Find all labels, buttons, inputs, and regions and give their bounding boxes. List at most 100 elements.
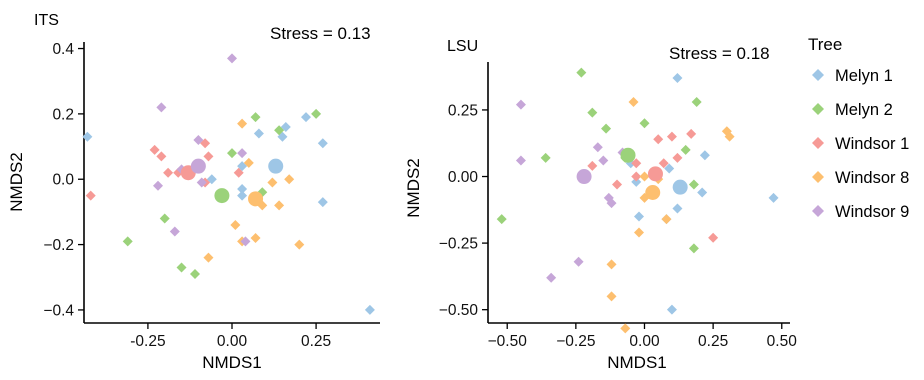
- its-point-melyn-1: [364, 304, 375, 315]
- lsu-point-melyn-2: [540, 152, 551, 163]
- its-point-melyn-2: [311, 108, 322, 119]
- its-point-windsor-8: [203, 252, 214, 263]
- lsu-point-melyn-1: [672, 72, 683, 83]
- lsu-point-melyn-2: [688, 179, 699, 190]
- legend-swatch-windsor-9: [812, 205, 824, 217]
- its-point-windsor-9: [169, 226, 180, 237]
- lsu-point-windsor-9: [606, 198, 617, 209]
- lsu-point-windsor-8: [620, 323, 631, 334]
- legend-swatch-windsor-8: [812, 171, 824, 183]
- its-point-melyn-2: [274, 125, 285, 136]
- its-point-melyn-2: [159, 213, 170, 224]
- lsu-point-windsor-8: [661, 214, 672, 225]
- lsu-point-windsor-1: [631, 171, 642, 182]
- lsu-point-windsor-8: [606, 291, 617, 302]
- its-point-melyn-1: [237, 184, 248, 195]
- lsu-points: [496, 67, 779, 334]
- its-y-tick-label: 0.4: [52, 41, 74, 58]
- its-y-tick-label: −0.2: [43, 237, 74, 254]
- its-point-windsor-1: [85, 190, 96, 201]
- lsu-panel: LSU Stress = 0.18 −0.50 −0.25 0.00 0.25 0.50…: [404, 38, 797, 372]
- lsu-stress-label: Stress = 0.18: [669, 44, 770, 63]
- lsu-point-windsor-1: [666, 131, 677, 142]
- lsu-point-melyn-2: [587, 107, 598, 118]
- its-y-tick-label: 0.2: [52, 106, 74, 123]
- its-point-windsor-9: [227, 53, 237, 64]
- lsu-panel-label: LSU: [447, 38, 478, 55]
- legend-label-windsor-9: Windsor 9: [835, 203, 909, 221]
- lsu-centroid-windsor-8: [645, 185, 661, 200]
- lsu-point-windsor-1: [672, 152, 683, 163]
- lsu-x-tick-label: −0.25: [556, 333, 595, 350]
- its-y-tick-label: −0.4: [43, 302, 74, 319]
- lsu-x-tick-label: 0.00: [629, 333, 660, 350]
- legend-label-melyn-2: Melyn 2: [835, 101, 893, 119]
- lsu-y-ticks: −0.50 −0.25 0.00 0.25: [439, 102, 488, 319]
- its-point-windsor-8: [294, 239, 305, 250]
- its-point-windsor-9: [156, 102, 167, 113]
- its-centroid-melyn-1: [268, 158, 284, 174]
- lsu-point-windsor-8: [628, 96, 639, 107]
- lsu-point-melyn-2: [639, 118, 650, 129]
- lsu-point-melyn-2: [680, 144, 691, 155]
- lsu-point-windsor-9: [546, 272, 557, 283]
- lsu-x-tick-label: 0.25: [698, 333, 728, 350]
- lsu-point-melyn-2: [576, 67, 587, 78]
- legend-label-windsor-8: Windsor 8: [835, 169, 909, 187]
- its-point-melyn-1: [237, 190, 248, 201]
- lsu-centroid-melyn-2: [620, 147, 636, 163]
- its-x-tick-label: -0.25: [130, 333, 165, 350]
- its-point-windsor-1: [203, 151, 214, 162]
- its-centroid-melyn-2: [214, 188, 230, 204]
- its-point-melyn-1: [317, 197, 328, 208]
- its-point-windsor-8: [237, 118, 248, 129]
- its-x-axis-title: NMDS1: [202, 353, 262, 372]
- lsu-point-windsor-9: [598, 155, 609, 166]
- lsu-point-windsor-1: [686, 128, 697, 139]
- lsu-point-melyn-1: [664, 163, 675, 174]
- its-point-melyn-1: [301, 112, 311, 123]
- its-x-ticks: -0.25 0.00 0.25: [130, 323, 331, 350]
- legend-label-windsor-1: Windsor 1: [835, 135, 909, 153]
- lsu-point-windsor-1: [653, 134, 664, 145]
- lsu-point-melyn-1: [672, 203, 683, 214]
- its-point-windsor-9: [240, 236, 251, 247]
- lsu-x-tick-label: −0.50: [488, 333, 528, 350]
- lsu-point-melyn-2: [496, 214, 507, 225]
- lsu-point-windsor-9: [515, 99, 526, 110]
- its-point-melyn-2: [122, 236, 133, 247]
- its-centroid-windsor-9: [190, 158, 206, 174]
- lsu-point-windsor-1: [612, 179, 623, 190]
- legend-items: Melyn 1 Melyn 2 Windsor 1 Windsor 8 Windsor …: [812, 67, 909, 221]
- lsu-centroid-windsor-9: [576, 169, 592, 185]
- lsu-point-windsor-1: [587, 160, 598, 171]
- lsu-point-windsor-9: [592, 142, 603, 153]
- lsu-y-tick-label: 0.25: [448, 102, 478, 119]
- its-point-melyn-1: [317, 138, 328, 149]
- lsu-point-windsor-1: [631, 158, 642, 169]
- lsu-y-tick-label: 0.00: [448, 169, 479, 186]
- lsu-x-ticks: −0.50 −0.25 0.00 0.25 0.50: [488, 323, 798, 350]
- lsu-point-melyn-1: [768, 192, 779, 203]
- legend-swatch-melyn-2: [812, 103, 824, 115]
- lsu-point-windsor-8: [606, 259, 617, 270]
- its-point-melyn-2: [227, 148, 237, 159]
- lsu-point-melyn-1: [697, 187, 708, 198]
- its-point-windsor-8: [250, 233, 261, 244]
- lsu-point-melyn-1: [666, 304, 677, 315]
- lsu-point-windsor-9: [573, 256, 584, 267]
- legend-swatch-melyn-1: [812, 69, 824, 81]
- its-panel-label: ITS: [34, 12, 59, 29]
- its-point-windsor-1: [156, 151, 167, 162]
- its-point-windsor-9: [237, 148, 248, 159]
- its-point-windsor-8: [284, 174, 295, 185]
- its-centroid-windsor-8: [248, 191, 264, 207]
- its-point-windsor-9: [196, 177, 207, 188]
- lsu-point-windsor-8: [634, 227, 644, 238]
- legend-title: Tree: [808, 35, 842, 54]
- lsu-centroid-melyn-1: [672, 179, 688, 195]
- its-point-windsor-8: [230, 219, 241, 230]
- lsu-x-tick-label: 0.50: [767, 333, 798, 350]
- lsu-point-melyn-2: [691, 96, 702, 107]
